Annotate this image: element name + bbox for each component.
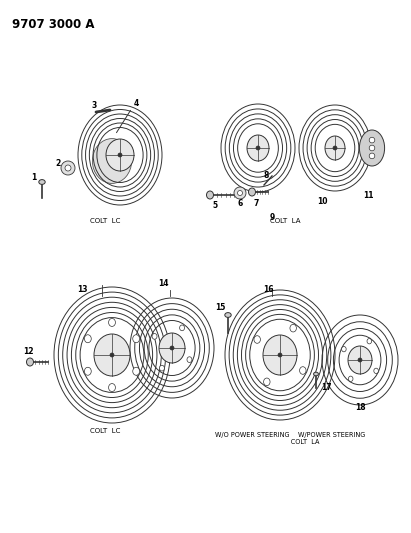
Ellipse shape [65, 165, 71, 171]
Ellipse shape [110, 353, 114, 357]
Text: 12: 12 [23, 348, 33, 357]
Ellipse shape [118, 153, 122, 157]
Ellipse shape [206, 191, 213, 199]
Ellipse shape [369, 153, 375, 159]
Text: 15: 15 [215, 303, 225, 312]
Text: 9707 3000 A: 9707 3000 A [12, 18, 95, 31]
Text: 14: 14 [158, 279, 168, 287]
Text: COLT  LA: COLT LA [270, 218, 300, 224]
Text: 16: 16 [263, 285, 273, 294]
Text: COLT  LC: COLT LC [90, 218, 120, 224]
Ellipse shape [369, 145, 375, 151]
Text: 9: 9 [269, 214, 275, 222]
Text: 7: 7 [253, 198, 259, 207]
Ellipse shape [159, 333, 185, 363]
Ellipse shape [159, 365, 164, 371]
Text: 11: 11 [363, 191, 373, 200]
Ellipse shape [300, 367, 306, 374]
Ellipse shape [367, 338, 372, 344]
Ellipse shape [133, 367, 140, 375]
Ellipse shape [349, 376, 353, 382]
Ellipse shape [369, 138, 375, 143]
Ellipse shape [84, 367, 91, 375]
Ellipse shape [290, 325, 296, 332]
Ellipse shape [84, 335, 91, 343]
Ellipse shape [92, 139, 132, 183]
Ellipse shape [249, 188, 256, 196]
Ellipse shape [238, 190, 242, 196]
Text: 10: 10 [317, 198, 327, 206]
Ellipse shape [247, 135, 269, 161]
Ellipse shape [94, 334, 130, 376]
Ellipse shape [225, 312, 231, 317]
Text: 18: 18 [355, 403, 365, 413]
Ellipse shape [180, 325, 185, 330]
Text: 3: 3 [91, 101, 97, 109]
Ellipse shape [106, 139, 134, 171]
Text: COLT  LC: COLT LC [90, 428, 120, 434]
Ellipse shape [26, 358, 34, 366]
Ellipse shape [61, 161, 75, 175]
Ellipse shape [39, 180, 45, 184]
Ellipse shape [234, 187, 246, 199]
Ellipse shape [263, 335, 297, 375]
Ellipse shape [263, 378, 270, 386]
Ellipse shape [109, 318, 115, 326]
Ellipse shape [254, 336, 261, 343]
Text: 4: 4 [134, 100, 139, 109]
Ellipse shape [170, 346, 174, 350]
Ellipse shape [359, 130, 385, 166]
Ellipse shape [187, 357, 192, 362]
Text: 13: 13 [77, 286, 87, 295]
Text: 17: 17 [321, 384, 331, 392]
Ellipse shape [333, 146, 337, 150]
Ellipse shape [374, 368, 379, 374]
Text: 8: 8 [263, 172, 269, 181]
Ellipse shape [109, 384, 115, 392]
Ellipse shape [133, 335, 140, 343]
Ellipse shape [256, 146, 260, 150]
Text: 1: 1 [31, 173, 37, 182]
Ellipse shape [152, 334, 157, 339]
Text: W/O POWER STEERING    W/POWER STEERING
              COLT  LA: W/O POWER STEERING W/POWER STEERING COLT… [215, 432, 365, 445]
Text: 6: 6 [238, 199, 242, 208]
Ellipse shape [325, 136, 345, 160]
Ellipse shape [348, 346, 372, 374]
Ellipse shape [278, 353, 282, 357]
Text: 5: 5 [212, 201, 217, 211]
Ellipse shape [342, 346, 346, 352]
Ellipse shape [314, 372, 319, 376]
Ellipse shape [358, 358, 362, 362]
Text: 2: 2 [55, 158, 61, 167]
